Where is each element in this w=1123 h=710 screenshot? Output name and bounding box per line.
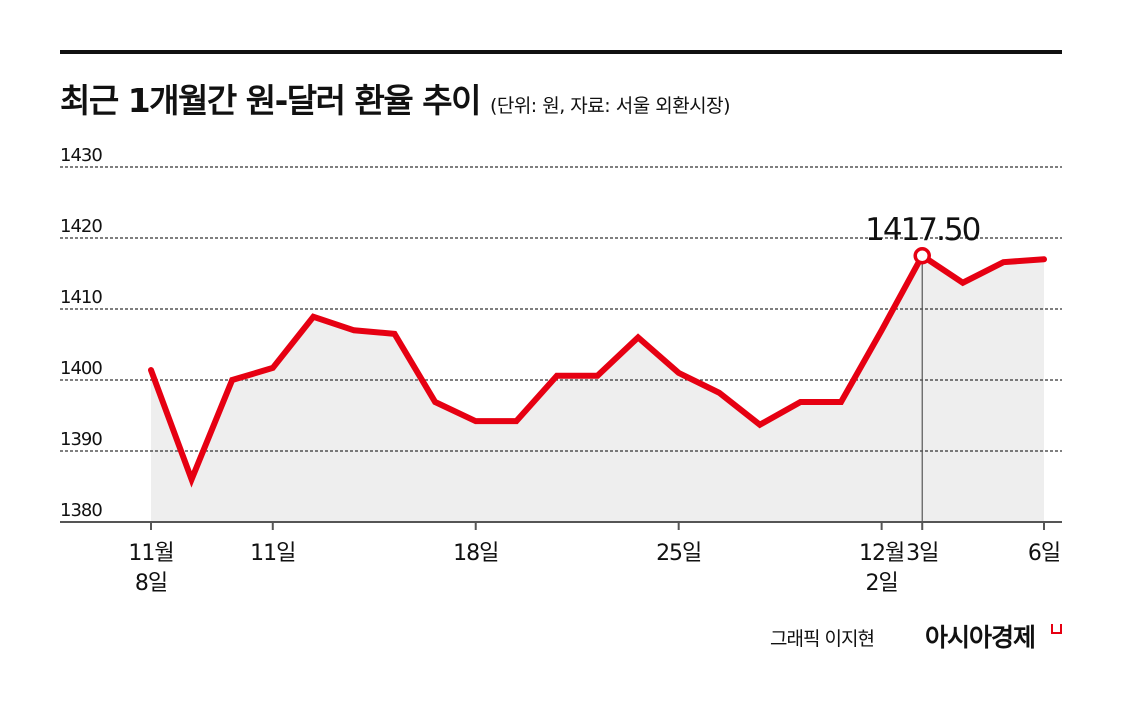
title-text: 최근 1개월간 원-달러 환율 추이 <box>60 81 481 120</box>
x-tick-label: 18일 <box>453 541 498 566</box>
x-tick-label: 6일 <box>1028 541 1060 566</box>
annotation-label: 1417.50 <box>865 212 979 248</box>
chart-title: 최근 1개월간 원-달러 환율 추이 (단위: 원, 자료: 서울 외환시장) <box>60 74 731 122</box>
x-tick-label: 25일 <box>656 541 701 566</box>
x-tick-label: 11일 <box>250 541 295 566</box>
y-tick-label: 1430 <box>60 145 102 166</box>
area-fill <box>151 255 1044 522</box>
graphic-credit: 그래픽 이지현 <box>770 628 875 650</box>
y-tick-label: 1380 <box>60 500 102 521</box>
x-tick-label: 3일 <box>906 541 938 566</box>
y-tick-label: 1410 <box>60 287 102 308</box>
brand-logo: 아시아경제 <box>925 623 1036 652</box>
top-rule <box>60 50 1062 54</box>
x-tick-label: 11월 <box>128 541 173 566</box>
x-tick-label: 12월 <box>859 541 904 566</box>
x-tick-label: 8일 <box>135 571 167 596</box>
y-tick-label: 1400 <box>60 358 102 379</box>
x-tick-label: 2일 <box>866 571 898 596</box>
brand-mark-icon <box>1051 624 1062 634</box>
y-tick-label: 1420 <box>60 216 102 237</box>
peak-marker <box>913 247 931 265</box>
y-tick-label: 1390 <box>60 429 102 450</box>
chart-subtitle: (단위: 원, 자료: 서울 외환시장) <box>489 95 731 117</box>
